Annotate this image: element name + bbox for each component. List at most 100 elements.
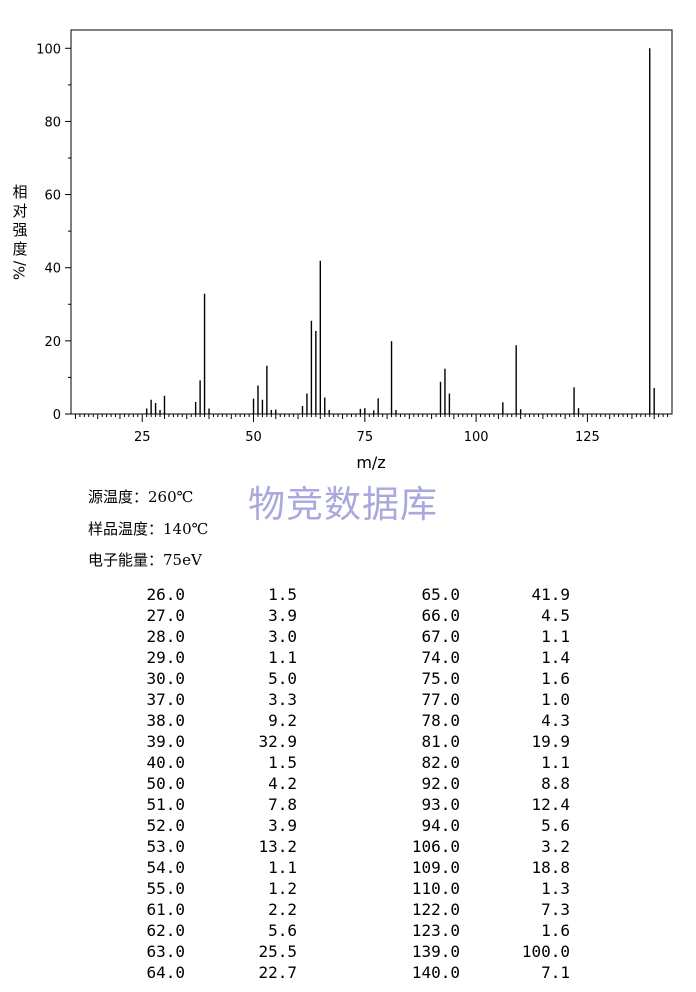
peak-table-row: 27.0 3.9 66.0 4.5 xyxy=(0,605,696,626)
peak-table-row: 51.0 7.8 93.0 12.4 xyxy=(0,794,696,815)
peak-mz: 61.0 xyxy=(146,900,185,919)
peak-intensity: 9.2 xyxy=(268,711,297,730)
peak-table-row: 37.0 3.3 77.0 1.0 xyxy=(0,689,696,710)
peak-table-row: 52.0 3.9 94.0 5.6 xyxy=(0,815,696,836)
peak-intensity: 1.5 xyxy=(268,753,297,772)
condition-value: 260℃ xyxy=(148,488,194,506)
peak-intensity: 7.3 xyxy=(541,900,570,919)
peak-mz: 38.0 xyxy=(146,711,185,730)
peak-intensity: 8.8 xyxy=(541,774,570,793)
y-tick-label: 40 xyxy=(44,262,61,277)
peak-mz: 122.0 xyxy=(411,900,460,919)
peak-table-row: 40.0 1.5 82.0 1.1 xyxy=(0,752,696,773)
watermark: 物竞数据库 xyxy=(248,483,438,526)
peak-intensity: 3.9 xyxy=(268,816,297,835)
peak-intensity: 41.9 xyxy=(531,585,570,604)
y-axis: 0 20 40 60 80 100 xyxy=(36,42,71,423)
peak-intensity: 7.8 xyxy=(268,795,297,814)
peak-intensity: 1.1 xyxy=(268,858,297,877)
peak-mz: 94.0 xyxy=(421,816,460,835)
peak-mz: 78.0 xyxy=(421,711,460,730)
sample-temperature: 样品温度：140℃ xyxy=(88,519,208,539)
peak-intensity: 4.2 xyxy=(268,774,297,793)
peak-mz: 52.0 xyxy=(146,816,185,835)
peak-intensity: 3.0 xyxy=(268,627,297,646)
x-tick-label: 75 xyxy=(357,430,374,445)
peak-mz: 27.0 xyxy=(146,606,185,625)
peak-mz: 77.0 xyxy=(421,690,460,709)
peak-intensity: 19.9 xyxy=(531,732,570,751)
peak-table-row: 30.0 5.0 75.0 1.6 xyxy=(0,668,696,689)
peak-mz: 106.0 xyxy=(411,837,460,856)
y-axis-label-char: 相 xyxy=(12,183,28,201)
peak-mz: 26.0 xyxy=(146,585,185,604)
peak-intensity: 3.2 xyxy=(541,837,570,856)
peak-table-row: 50.0 4.2 92.0 8.8 xyxy=(0,773,696,794)
peak-table-row: 61.0 2.2 122.0 7.3 xyxy=(0,899,696,920)
x-tick-label: 100 xyxy=(464,430,489,445)
peak-intensity: 1.6 xyxy=(541,669,570,688)
y-tick-label: 0 xyxy=(53,408,61,423)
peak-table-row: 63.0 25.5 139.0 100.0 xyxy=(0,941,696,962)
peak-mz: 140.0 xyxy=(411,963,460,982)
peak-mz: 75.0 xyxy=(421,669,460,688)
peak-intensity: 1.3 xyxy=(541,879,570,898)
peak-mz: 67.0 xyxy=(421,627,460,646)
peak-intensity: 12.4 xyxy=(531,795,570,814)
peak-intensity: 1.1 xyxy=(268,648,297,667)
peak-mz: 30.0 xyxy=(146,669,185,688)
peak-intensity: 25.5 xyxy=(258,942,297,961)
peak-mz: 63.0 xyxy=(146,942,185,961)
peak-mz: 64.0 xyxy=(146,963,185,982)
x-tick-label: 50 xyxy=(245,430,262,445)
x-tick-label: 125 xyxy=(575,430,600,445)
peak-intensity: 7.1 xyxy=(541,963,570,982)
peak-mz: 139.0 xyxy=(411,942,460,961)
peak-intensity: 1.5 xyxy=(268,585,297,604)
peak-mz: 55.0 xyxy=(146,879,185,898)
peak-table-row: 62.0 5.6 123.0 1.6 xyxy=(0,920,696,941)
peak-mz: 74.0 xyxy=(421,648,460,667)
peak-mz: 53.0 xyxy=(146,837,185,856)
condition-value: 75eV xyxy=(163,551,202,569)
peak-table-row: 26.0 1.5 65.0 41.9 xyxy=(0,584,696,605)
peak-mz: 92.0 xyxy=(421,774,460,793)
peak-intensity: 1.0 xyxy=(541,690,570,709)
peak-table-row: 38.0 9.2 78.0 4.3 xyxy=(0,710,696,731)
peak-intensity: 5.6 xyxy=(541,816,570,835)
peak-mz: 66.0 xyxy=(421,606,460,625)
peak-mz: 28.0 xyxy=(146,627,185,646)
peak-intensity: 2.2 xyxy=(268,900,297,919)
peak-mz: 109.0 xyxy=(411,858,460,877)
peak-table-row: 39.0 32.9 81.0 19.9 xyxy=(0,731,696,752)
peak-mz: 65.0 xyxy=(421,585,460,604)
peak-mz: 54.0 xyxy=(146,858,185,877)
peak-intensity: 18.8 xyxy=(531,858,570,877)
peak-intensity: 4.3 xyxy=(541,711,570,730)
y-axis-label: 相 对 强 度 %/ xyxy=(8,183,32,280)
plot-frame xyxy=(70,29,673,415)
mass-spectrum-chart: 0 20 40 60 80 100 25 50 75 100 125 m/z xyxy=(36,29,673,470)
y-tick-label: 100 xyxy=(36,42,61,57)
condition-value: 140℃ xyxy=(163,520,209,538)
peak-table-row: 28.0 3.0 67.0 1.1 xyxy=(0,626,696,647)
peak-mz: 82.0 xyxy=(421,753,460,772)
condition-label: 电子能量： xyxy=(88,551,164,569)
y-axis-label-char: 对 xyxy=(12,202,28,220)
peak-table-row: 54.0 1.1 109.0 18.8 xyxy=(0,857,696,878)
electron-energy: 电子能量：75eV xyxy=(88,550,202,570)
peak-intensity: 1.4 xyxy=(541,648,570,667)
peak-intensity: 3.3 xyxy=(268,690,297,709)
y-tick-label: 20 xyxy=(44,335,61,350)
peak-table-row: 64.0 22.7 140.0 7.1 xyxy=(0,962,696,983)
source-temperature: 源温度：260℃ xyxy=(88,487,193,507)
y-tick-label: 80 xyxy=(44,115,61,130)
peak-mz: 93.0 xyxy=(421,795,460,814)
peak-intensity: 1.1 xyxy=(541,627,570,646)
peak-bars xyxy=(145,48,655,414)
peak-intensity: 4.5 xyxy=(541,606,570,625)
peak-table-row: 53.0 13.2 106.0 3.2 xyxy=(0,836,696,857)
peak-mz: 51.0 xyxy=(146,795,185,814)
peak-intensity: 1.2 xyxy=(268,879,297,898)
x-axis-label: m/z xyxy=(356,453,385,470)
